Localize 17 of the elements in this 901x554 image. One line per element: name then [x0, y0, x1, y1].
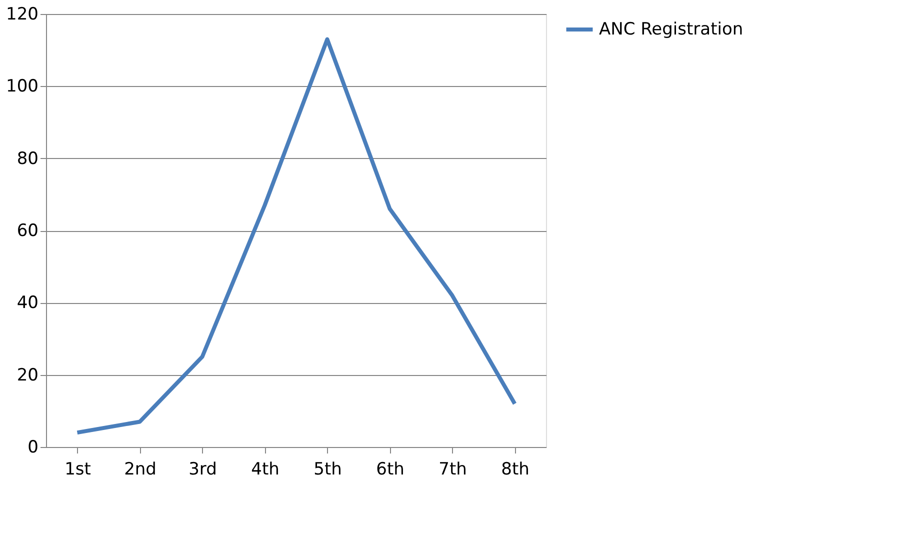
- y-tick-label: 60: [16, 221, 38, 241]
- line-series: [75, 37, 517, 435]
- x-tick-label: 7th: [438, 460, 467, 480]
- x-tick-label: 6th: [376, 460, 404, 480]
- x-tick-label: 8th: [501, 460, 530, 480]
- y-tick-label: 80: [16, 148, 38, 169]
- y-tick-label: 20: [16, 365, 38, 386]
- x-tick-label: 3rd: [188, 460, 217, 480]
- legend-label: ANC Registration: [599, 20, 744, 40]
- x-tick-label: 1st: [64, 460, 92, 480]
- x-tick-label: 2nd: [124, 460, 156, 480]
- y-tick-label: 0: [28, 438, 38, 458]
- y-tick-label: 120: [6, 4, 38, 24]
- x-tick-label: 5th: [314, 460, 342, 480]
- x-tick-label: 4th: [251, 460, 280, 480]
- y-tick-label: 100: [6, 76, 38, 97]
- y-tick-label: 40: [16, 293, 38, 314]
